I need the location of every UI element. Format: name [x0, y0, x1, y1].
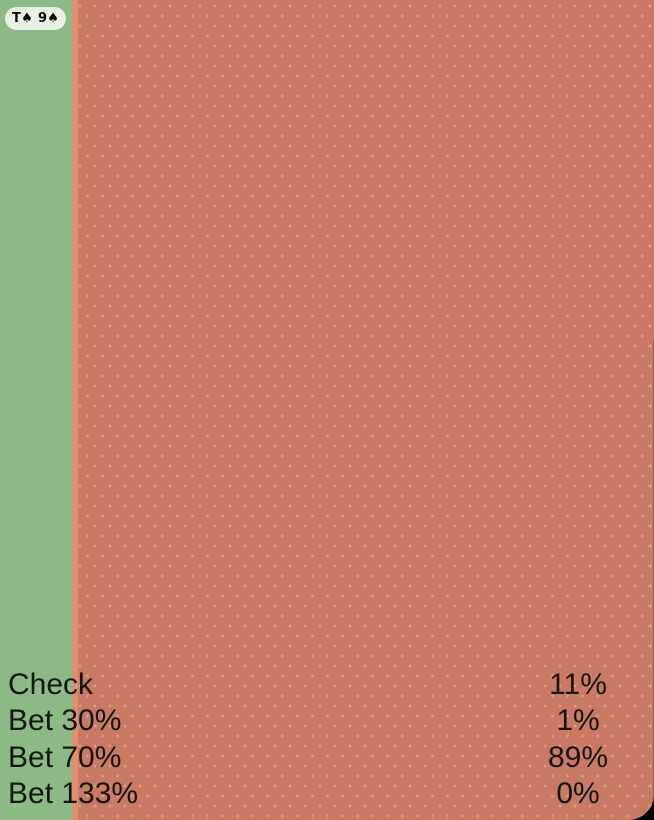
hand-badge: T♠ 9♠ [5, 7, 67, 30]
action-frequency: 0% [556, 777, 600, 811]
bar-segment-check [0, 0, 72, 820]
action-frequency: 11% [549, 667, 607, 701]
action-legend: Check 11% Bet 30% 1% Bet 70% 89% Bet 133… [0, 667, 654, 813]
action-frequency: 1% [556, 704, 600, 738]
action-label: Bet 30% [8, 704, 122, 738]
action-row-bet-133: Bet 133% 0% [0, 776, 654, 813]
action-row-bet-70: Bet 70% 89% [0, 740, 654, 777]
bar-segment-bet-30- [71, 0, 79, 820]
action-label: Bet 133% [8, 777, 139, 811]
hand-badge-label: T♠ 9♠ [12, 11, 60, 26]
action-label: Bet 70% [8, 740, 122, 774]
action-row-bet-30: Bet 30% 1% [0, 703, 654, 740]
action-label: Check [8, 667, 94, 701]
bar-segment-bet-70- [78, 0, 654, 820]
action-frequency: 89% [547, 740, 609, 774]
action-row-check: Check 11% [0, 667, 654, 704]
